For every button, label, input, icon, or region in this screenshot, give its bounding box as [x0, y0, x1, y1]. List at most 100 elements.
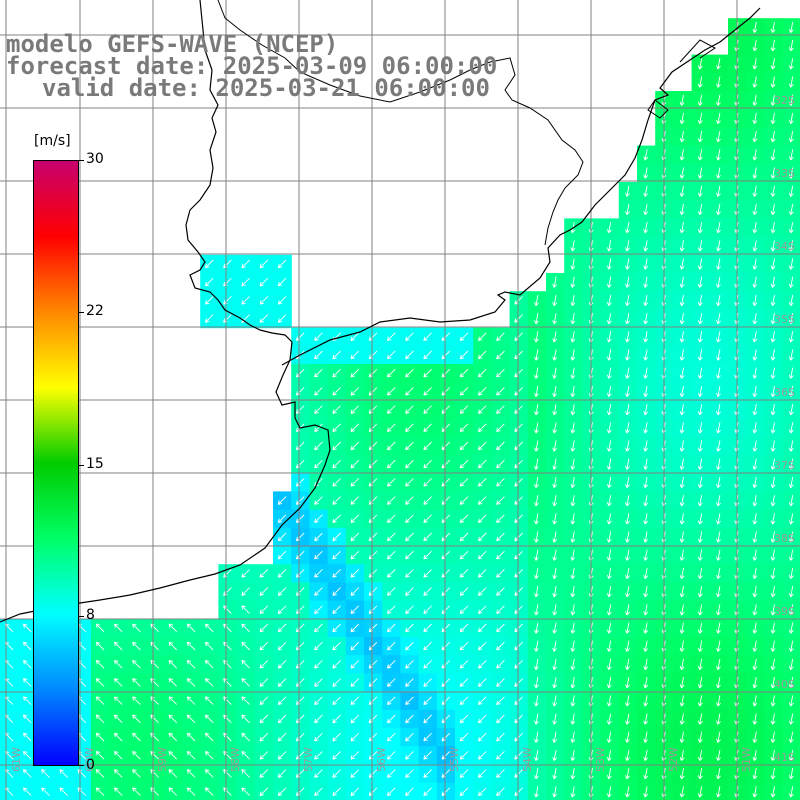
wind-arrow [752, 768, 758, 780]
wind-arrow [277, 532, 287, 542]
wind-arrow [41, 769, 50, 778]
wind-arrow [168, 787, 178, 796]
wind-arrow [716, 167, 721, 179]
wind-arrow [643, 604, 649, 616]
wind-arrow [405, 569, 414, 578]
wind-arrow [643, 313, 649, 325]
wind-arrow [770, 94, 776, 106]
wind-arrow [459, 660, 469, 669]
wind-arrow [259, 277, 269, 287]
wind-arrow [477, 769, 487, 778]
wind-arrow [752, 385, 758, 398]
wind-arrow [113, 678, 123, 687]
wind-arrow [552, 276, 558, 288]
wind-arrow [770, 112, 776, 125]
wind-arrow [716, 349, 721, 361]
wind-arrow [332, 514, 341, 524]
wind-arrow [606, 695, 612, 707]
wind-arrow [386, 368, 396, 378]
wind-arrow [716, 531, 721, 543]
wind-arrow [716, 94, 721, 106]
wind-arrow [459, 496, 469, 505]
wind-arrow [22, 732, 32, 742]
wind-arrow [606, 622, 612, 634]
wind-arrow [314, 696, 323, 706]
wind-arrow [697, 276, 703, 288]
wind-arrow [295, 459, 305, 469]
wind-arrow [752, 94, 758, 106]
wind-arrow [132, 787, 141, 796]
wind-arrow [314, 423, 323, 433]
wind-arrow [534, 658, 539, 671]
wind-arrow [752, 131, 758, 143]
wind-arrow [496, 587, 505, 596]
wind-arrow [295, 769, 305, 778]
wind-arrow [332, 787, 341, 797]
wind-arrow [697, 313, 703, 325]
wind-arrow [697, 331, 703, 343]
wind-arrow [625, 713, 630, 725]
wind-arrow [625, 240, 630, 252]
wind-arrow [332, 587, 341, 596]
wind-arrow [295, 532, 305, 542]
wind-arrow [496, 514, 505, 524]
wind-arrow [59, 769, 68, 778]
wind-arrow [716, 131, 721, 143]
wind-arrow [332, 550, 341, 560]
wind-arrow [606, 440, 612, 452]
wind-arrow [679, 731, 685, 743]
wind-arrow [496, 605, 505, 615]
wind-arrow [752, 240, 758, 252]
wind-arrow [570, 731, 576, 743]
wind-arrow [534, 731, 539, 743]
wind-arrow [752, 258, 758, 270]
wind-arrow [477, 441, 487, 451]
wind-arrow [459, 550, 469, 560]
wind-arrow [132, 714, 141, 724]
wind-arrow [716, 713, 721, 725]
wind-arrow [752, 112, 758, 125]
wind-arrow [770, 440, 776, 452]
wind-arrow [350, 550, 360, 560]
wind-arrow [423, 732, 432, 742]
wind-arrow [606, 677, 612, 689]
wind-arrow [552, 513, 558, 525]
wind-arrow [679, 713, 685, 725]
wind-arrow [477, 532, 487, 542]
wind-arrow [770, 640, 776, 652]
wind-arrow [606, 567, 612, 580]
wind-arrow [277, 660, 287, 669]
wind-arrow [679, 349, 685, 361]
wind-arrow [496, 623, 505, 633]
wind-arrow [770, 495, 776, 507]
longitude-label: 56W [375, 747, 388, 772]
wind-arrow [625, 586, 630, 598]
wind-arrow [277, 714, 287, 724]
wind-arrow [552, 549, 558, 561]
wind-arrow [770, 40, 776, 52]
wind-arrow [625, 604, 630, 616]
wind-arrow [477, 660, 487, 669]
wind-arrow [423, 514, 432, 524]
wind-arrow [314, 332, 323, 342]
wind-arrow [770, 695, 776, 707]
wind-arrow [643, 513, 649, 525]
wind-arrow [752, 495, 758, 507]
wind-arrow [405, 660, 414, 669]
wind-arrow [259, 696, 269, 706]
wind-arrow [295, 496, 305, 505]
wind-arrow [496, 569, 505, 578]
coastline-north [281, 7, 761, 366]
wind-arrow [697, 58, 703, 70]
wind-arrow [679, 768, 685, 780]
wind-arrow [459, 350, 469, 360]
wind-arrow [752, 731, 758, 743]
wind-arrow [477, 714, 487, 724]
wind-arrow [350, 478, 360, 487]
wind-arrow [477, 387, 487, 396]
wind-arrow [459, 696, 469, 706]
wind-arrow [186, 750, 196, 760]
wind-arrow [259, 587, 269, 596]
wind-arrow [132, 696, 141, 705]
